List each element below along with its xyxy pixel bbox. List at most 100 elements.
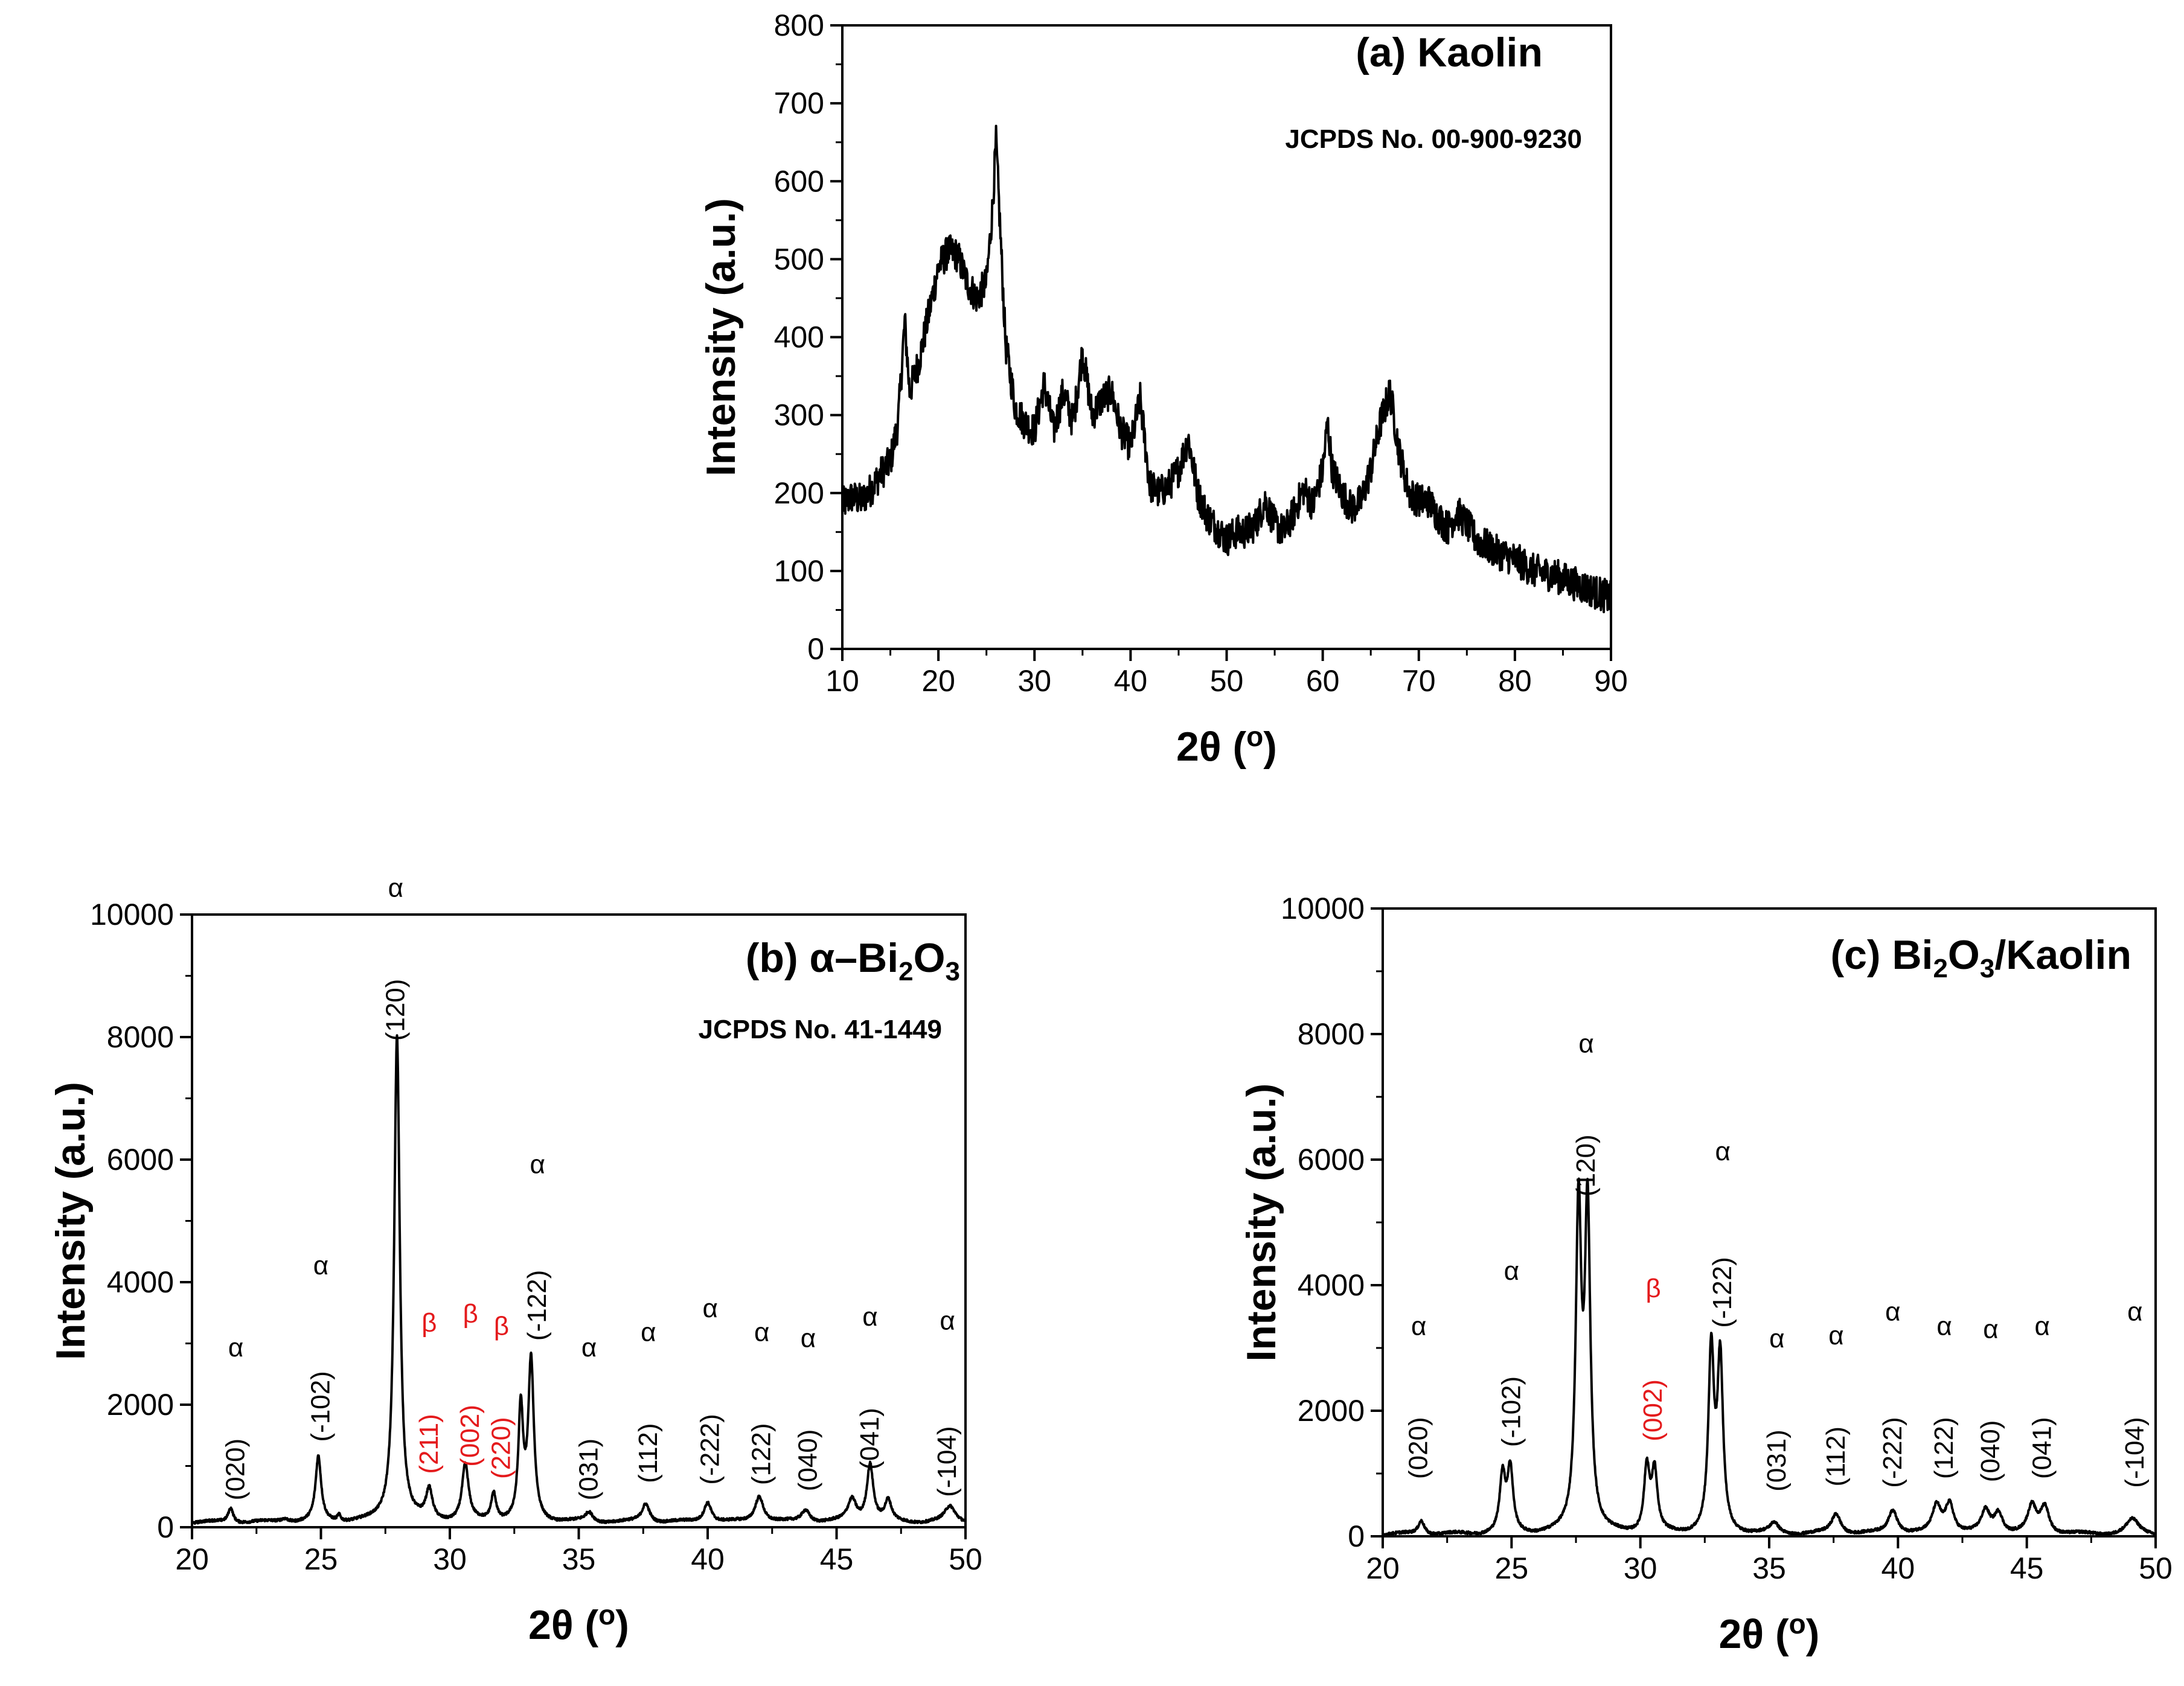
panel-b-hkl-label: (031) — [574, 1439, 604, 1501]
panel-b-phase-label: α — [940, 1306, 955, 1336]
panel-c-peak-annotation: (-102) α — [1496, 1256, 1526, 1447]
panel-c-peak-annotation: (040) α — [1976, 1315, 2005, 1483]
panel-b-x-tick-label: 30 — [433, 1542, 467, 1576]
panel-c-hkl-label: (040) — [1976, 1420, 2005, 1483]
panel-c-x-tick-label: 40 — [1881, 1551, 1915, 1585]
panel-c-peak-annotation: (020) α — [1404, 1311, 1433, 1479]
panel-c-phase-label: α — [1578, 1029, 1593, 1058]
panel-b-peak-annotation: (-122) α — [522, 1150, 552, 1341]
panel-b-peak-annotation: (040) α — [793, 1324, 823, 1492]
panel-b-hkl-label: (122) — [747, 1423, 777, 1485]
panel-c-phase-label: α — [2127, 1297, 2142, 1326]
panel-b-x-tick-label: 40 — [691, 1542, 725, 1576]
panel-c-y-tick-label: 10000 — [1281, 892, 1365, 925]
panel-a-y-tick-label: 200 — [774, 476, 824, 510]
panel-b-phase-label: β — [421, 1308, 437, 1338]
panel-c-peak-annotation: (041) α — [2027, 1311, 2057, 1479]
panel-a-x-tick-label: 50 — [1210, 664, 1244, 698]
panel-a-y-tick-label: 600 — [774, 164, 824, 198]
panel-c-hkl-label: (020) — [1404, 1417, 1433, 1479]
panel-c-peak-annotation: (122) α — [1929, 1311, 1959, 1479]
panel-a-kaolin: (a) Kaolin JCPDS No. 00-900-9230 10 20 30 4… — [698, 8, 1628, 770]
panel-b-reference: JCPDS No. 41-1449 — [698, 1015, 942, 1044]
panel-b-hkl-label: (-222) — [695, 1414, 725, 1484]
panel-b-hkl-label: (120) — [380, 979, 410, 1041]
panel-c-title: (c) Bi2O3/Kaolin — [1830, 932, 2131, 983]
panel-b-peak-annotation: (020) α — [221, 1333, 251, 1501]
panel-c-y-tick-label: 8000 — [1298, 1017, 1365, 1051]
panel-b-phase-label: α — [530, 1150, 545, 1180]
panel-b-y-tick-label: 8000 — [107, 1020, 174, 1054]
panel-c-phase-label: α — [1411, 1311, 1426, 1341]
panel-c-peak-annotation: (031) α — [1762, 1324, 1792, 1492]
panel-b-peak-annotation: (112) α — [633, 1317, 663, 1483]
panel-a-x-tick-label: 90 — [1594, 664, 1628, 698]
panel-b-peak-annotation: (-102) α — [306, 1251, 336, 1442]
panel-b-alpha-bi2o3: (b) α–Bi2O3 JCPDS No. 41-1449 20 25 30 35 40… — [48, 873, 982, 1648]
panel-b-phase-label: α — [754, 1317, 769, 1347]
panel-c-x-tick-label: 35 — [1752, 1551, 1786, 1585]
panel-b-series-line — [191, 1034, 967, 1525]
panel-a-x-tick-label: 80 — [1498, 664, 1532, 698]
panel-c-y-tick-label: 6000 — [1298, 1143, 1365, 1177]
panel-a-reference: JCPDS No. 00-900-9230 — [1285, 124, 1582, 154]
panel-b-phase-label: α — [388, 873, 403, 903]
panel-b-y-tick-label: 6000 — [107, 1143, 174, 1177]
panel-b-x-tick-label: 50 — [949, 1542, 982, 1576]
panel-b-hkl-label: (-122) — [522, 1270, 552, 1341]
panel-a-y-tick-label: 400 — [774, 321, 824, 354]
panel-b-hkl-label: (041) — [855, 1408, 885, 1470]
panel-b-y-tick-label: 4000 — [107, 1265, 174, 1299]
panel-c-hkl-label: (112) — [1821, 1426, 1851, 1486]
panel-c-hkl-label: (-104) — [2120, 1417, 2150, 1487]
panel-b-hkl-label: (220) — [486, 1417, 516, 1479]
panel-c-y-tick-label: 0 — [1348, 1519, 1365, 1553]
panel-c-peak-annotation: (112) α — [1821, 1321, 1851, 1486]
panel-c-y-tick-label: 4000 — [1298, 1268, 1365, 1302]
panel-b-y-axis-label: Intensity (a.u.) — [48, 1082, 94, 1360]
panel-b-peak-annotation: (-222) α — [695, 1294, 725, 1484]
panel-a-title: (a) Kaolin — [1356, 30, 1543, 75]
panel-c-peak-annotation: (-222) α — [1878, 1297, 1907, 1487]
panel-b-phase-label: β — [463, 1299, 478, 1329]
panel-b-hkl-label: (-102) — [306, 1371, 336, 1442]
panel-c-hkl-label: (-102) — [1496, 1376, 1526, 1447]
panel-b-phase-label: β — [494, 1311, 509, 1341]
panel-c-phase-label: β — [1645, 1274, 1660, 1303]
panel-c-x-tick-label: 30 — [1624, 1551, 1657, 1585]
panel-b-x-tick-label: 20 — [175, 1542, 209, 1576]
panel-c-phase-label: α — [2035, 1311, 2050, 1341]
panel-c-hkl-label: (041) — [2027, 1417, 2057, 1479]
panel-c-y-axis-label: Intensity (a.u.) — [1238, 1084, 1284, 1362]
panel-a-y-tick-label: 100 — [774, 554, 824, 588]
panel-b-phase-label: α — [703, 1294, 718, 1323]
panel-a-series-line — [841, 124, 1612, 613]
panel-b-peak-annotation: (120) α — [380, 873, 410, 1041]
panel-a-y-tick-label: 300 — [774, 398, 824, 432]
panel-c-peak-annotation: (002) β — [1638, 1274, 1668, 1442]
panel-b-hkl-label: (-104) — [932, 1426, 962, 1497]
panel-b-hkl-label: (211) — [414, 1414, 444, 1474]
panel-c-hkl-label: (120) — [1571, 1134, 1601, 1196]
panel-b-hkl-label: (020) — [221, 1439, 251, 1501]
panel-c-x-tick-label: 45 — [2010, 1551, 2044, 1585]
panel-b-x-tick-label: 35 — [562, 1542, 596, 1576]
panel-c-series-line — [1382, 1177, 2157, 1538]
panel-a-x-tick-label: 10 — [825, 664, 859, 698]
panel-b-peak-annotation: (220) β — [486, 1311, 516, 1479]
panel-c-phase-label: α — [1828, 1321, 1843, 1350]
panel-a-x-tick-label: 20 — [921, 664, 955, 698]
panel-a-y-tick-label: 0 — [807, 632, 824, 666]
panel-b-phase-label: α — [641, 1317, 656, 1347]
panel-a-x-axis-label: 2θ (o) — [1176, 721, 1277, 770]
panel-c-y-tick-label: 2000 — [1298, 1394, 1365, 1428]
panel-c-x-tick-label: 20 — [1366, 1551, 1400, 1585]
panel-a-x-tick-label: 70 — [1402, 664, 1436, 698]
panel-b-y-tick-label: 2000 — [107, 1388, 174, 1422]
panel-b-peak-annotation: (122) α — [747, 1317, 777, 1485]
panel-b-x-tick-label: 25 — [304, 1542, 338, 1576]
panel-b-x-tick-label: 45 — [820, 1542, 854, 1576]
panel-b-peak-annotation: (002) β — [455, 1299, 485, 1467]
panel-b-phase-label: α — [313, 1251, 328, 1280]
